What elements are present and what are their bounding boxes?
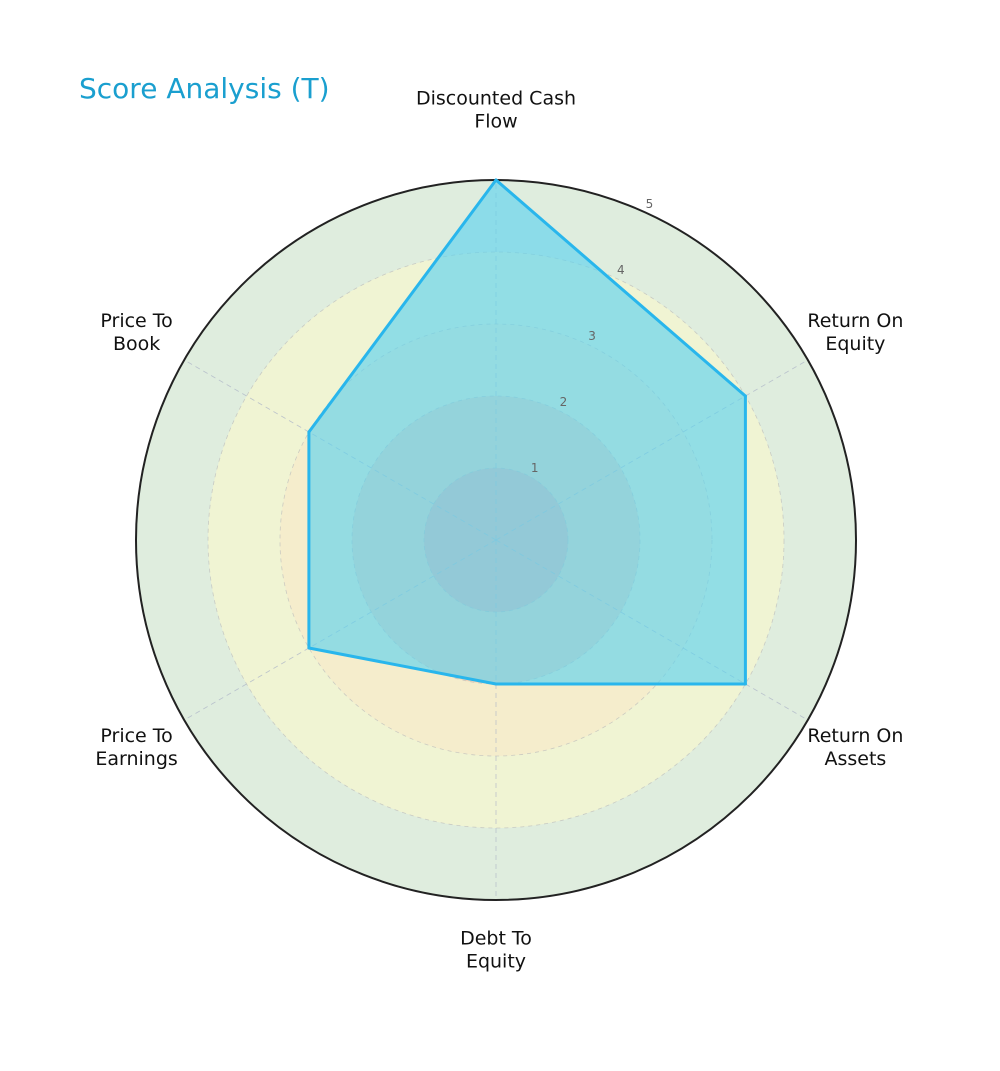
chart-title: Score Analysis (T) [79, 72, 330, 105]
axis-label-5: Price To Earnings [95, 725, 177, 770]
data-point-5 [307, 646, 311, 650]
radial-tick-label-3: 3 [588, 329, 596, 343]
data-point-2 [743, 394, 747, 398]
axis-label-2: Return On Equity [807, 310, 903, 355]
data-point-3 [743, 682, 747, 686]
radial-tick-label-2: 2 [560, 395, 568, 409]
radial-tick-label-4: 4 [617, 263, 625, 277]
axis-label-4: Debt To Equity [460, 928, 532, 973]
grid-circle-4 [207, 251, 785, 829]
axis-label-6: Price To Book [100, 310, 172, 355]
radial-tick-label-5: 5 [646, 197, 654, 211]
axis-label-3: Return On Assets [807, 725, 903, 770]
data-point-4 [494, 682, 498, 686]
axis-label-1: Discounted Cash Flow [416, 88, 576, 133]
data-point-1 [494, 178, 498, 182]
radial-tick-label-1: 1 [531, 461, 539, 475]
data-point-6 [307, 430, 311, 434]
